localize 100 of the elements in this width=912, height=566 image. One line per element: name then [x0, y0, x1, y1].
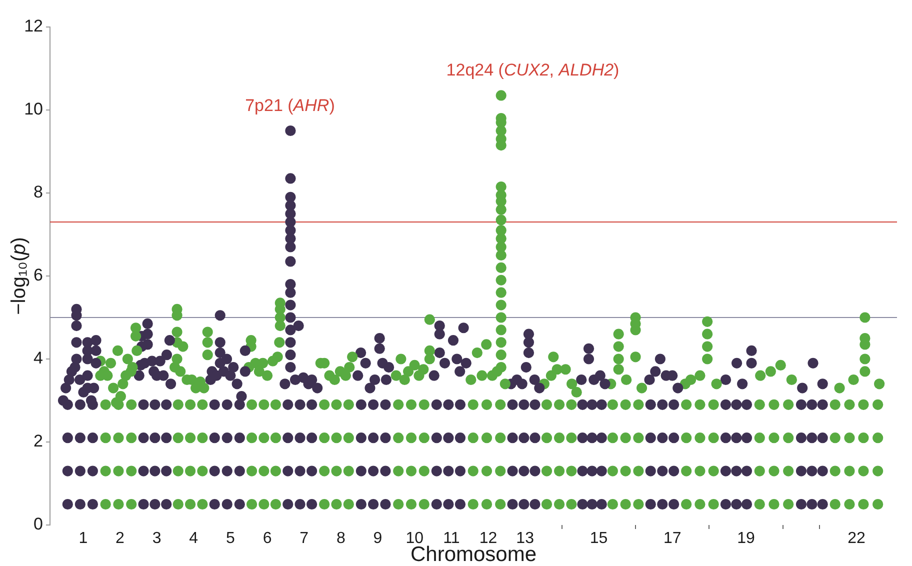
point — [138, 432, 149, 444]
point — [708, 399, 719, 410]
point — [280, 378, 290, 390]
point — [768, 432, 780, 444]
point — [161, 498, 172, 510]
point — [654, 354, 666, 364]
point — [731, 466, 742, 476]
point — [71, 320, 82, 332]
x-tick-label: 9 — [373, 530, 382, 548]
point — [668, 432, 680, 444]
point — [393, 432, 404, 444]
point — [270, 498, 282, 510]
point — [108, 382, 119, 394]
point — [613, 354, 624, 364]
y-tick-label: 10 — [24, 100, 43, 119]
point — [434, 347, 445, 358]
point — [858, 432, 869, 444]
y-axis-title: −log₁₀(p) — [8, 237, 30, 315]
point — [356, 399, 366, 410]
x-tick-label: 17 — [663, 530, 682, 548]
point — [100, 498, 111, 510]
point — [172, 326, 182, 338]
point — [844, 498, 855, 510]
point — [500, 378, 510, 390]
point — [694, 370, 706, 381]
point — [90, 345, 102, 356]
annotation: 7p21 (AHR) — [245, 96, 335, 115]
point — [576, 374, 587, 386]
point — [708, 432, 719, 444]
point — [796, 432, 807, 444]
point — [368, 498, 379, 510]
point — [352, 370, 364, 381]
point — [621, 374, 632, 386]
point — [496, 262, 506, 273]
point — [496, 274, 506, 286]
point — [418, 399, 430, 410]
point — [496, 337, 506, 348]
point — [293, 320, 304, 332]
point — [418, 364, 429, 375]
point — [396, 354, 406, 364]
point — [518, 399, 530, 410]
point — [468, 399, 478, 410]
point — [481, 498, 492, 510]
point — [126, 432, 137, 444]
point — [596, 432, 607, 444]
point — [406, 399, 417, 410]
point — [741, 399, 752, 410]
point — [607, 399, 618, 410]
point — [443, 498, 454, 510]
point — [633, 399, 644, 410]
point — [154, 356, 166, 366]
point — [708, 498, 719, 510]
point — [115, 391, 126, 402]
point — [62, 466, 73, 476]
point — [431, 466, 442, 476]
point — [633, 432, 644, 444]
point — [343, 498, 354, 510]
point — [702, 328, 713, 340]
x-tick-label: 22 — [848, 530, 866, 548]
point — [71, 337, 82, 348]
point — [439, 358, 450, 368]
point — [270, 432, 282, 444]
point — [384, 362, 394, 373]
point — [668, 399, 680, 410]
point — [71, 354, 82, 364]
point — [319, 432, 330, 444]
point — [607, 432, 618, 444]
point — [620, 399, 631, 410]
point — [126, 498, 137, 510]
point — [331, 432, 342, 444]
point — [112, 345, 124, 356]
point — [258, 466, 270, 476]
point — [596, 498, 607, 510]
point — [240, 345, 250, 356]
point — [496, 287, 506, 298]
point — [443, 466, 454, 476]
point — [270, 399, 282, 410]
point — [668, 466, 680, 476]
point — [518, 466, 530, 476]
point — [796, 498, 807, 510]
point — [113, 466, 124, 476]
point — [172, 354, 182, 364]
point — [806, 399, 818, 410]
point — [765, 366, 776, 377]
annotation: 12q24 (CUX2, ALDH2) — [446, 60, 620, 80]
point — [356, 498, 366, 510]
point — [834, 382, 845, 394]
point — [858, 466, 869, 476]
point — [150, 432, 160, 444]
point — [720, 374, 732, 386]
point — [681, 432, 692, 444]
point — [246, 498, 258, 510]
point — [202, 326, 213, 338]
point — [178, 341, 188, 352]
point — [746, 345, 757, 356]
point — [87, 466, 98, 476]
point — [202, 350, 213, 360]
point — [285, 192, 296, 202]
point — [768, 466, 780, 476]
point — [754, 498, 765, 510]
